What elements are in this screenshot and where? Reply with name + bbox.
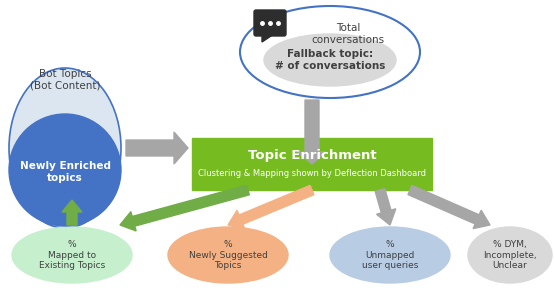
Text: Fallback topic:
# of conversations: Fallback topic: # of conversations bbox=[275, 49, 385, 71]
Ellipse shape bbox=[9, 68, 121, 228]
Text: Total
conversations: Total conversations bbox=[311, 23, 384, 45]
Ellipse shape bbox=[264, 34, 396, 86]
Ellipse shape bbox=[9, 114, 121, 226]
FancyArrow shape bbox=[228, 185, 314, 229]
Ellipse shape bbox=[168, 227, 288, 283]
FancyBboxPatch shape bbox=[192, 138, 432, 190]
Ellipse shape bbox=[330, 227, 450, 283]
FancyBboxPatch shape bbox=[254, 10, 286, 36]
Ellipse shape bbox=[240, 6, 420, 98]
FancyArrow shape bbox=[126, 132, 188, 164]
Ellipse shape bbox=[468, 227, 552, 283]
Polygon shape bbox=[262, 34, 274, 42]
Ellipse shape bbox=[12, 227, 132, 283]
Text: % DYM,
Incomplete,
Unclear: % DYM, Incomplete, Unclear bbox=[483, 240, 537, 270]
Text: Newly Enriched
topics: Newly Enriched topics bbox=[19, 161, 110, 183]
Text: %
Unmapped
user queries: % Unmapped user queries bbox=[362, 240, 418, 270]
Text: %
Mapped to
Existing Topics: % Mapped to Existing Topics bbox=[39, 240, 105, 270]
FancyArrow shape bbox=[408, 185, 490, 228]
FancyArrow shape bbox=[298, 100, 326, 164]
Text: Bot Topics
(Bot Content): Bot Topics (Bot Content) bbox=[30, 69, 100, 91]
Text: Clustering & Mapping shown by Deflection Dashboard: Clustering & Mapping shown by Deflection… bbox=[198, 168, 426, 178]
FancyArrow shape bbox=[62, 200, 82, 225]
FancyArrow shape bbox=[120, 185, 249, 231]
Text: %
Newly Suggested
Topics: % Newly Suggested Topics bbox=[188, 240, 268, 270]
FancyArrow shape bbox=[375, 189, 396, 225]
Text: Topic Enrichment: Topic Enrichment bbox=[248, 148, 376, 162]
